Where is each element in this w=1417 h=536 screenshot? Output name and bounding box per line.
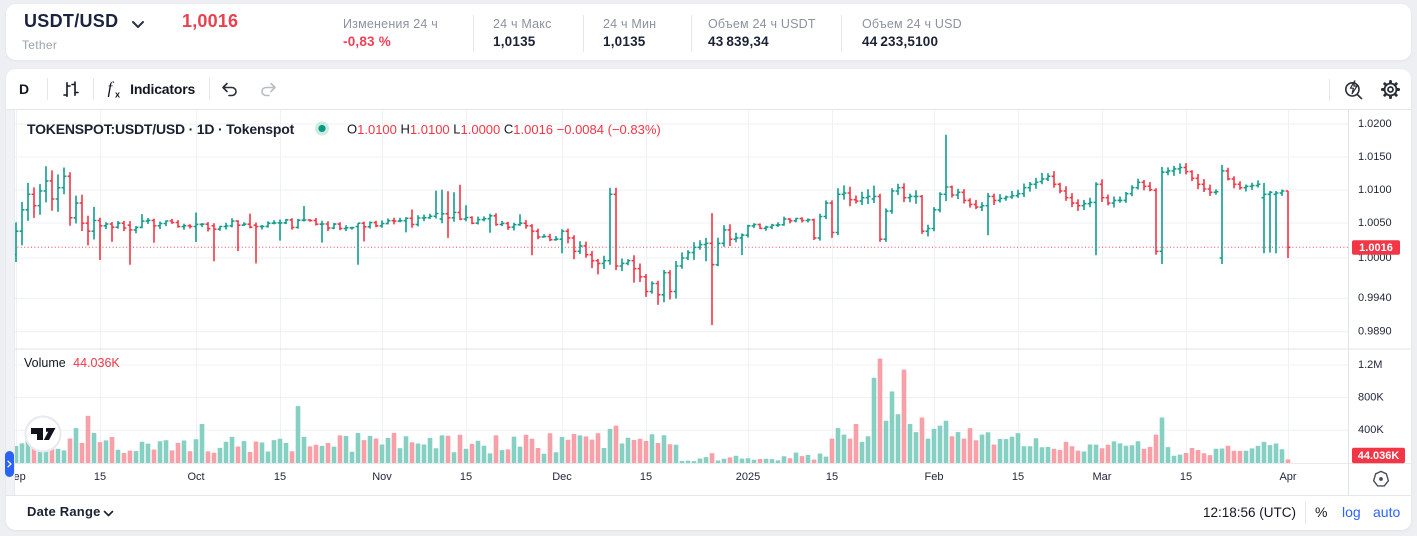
- svg-text:1.0000: 1.0000: [1358, 252, 1392, 264]
- svg-text:Dec: Dec: [552, 471, 572, 483]
- svg-text:400K: 400K: [1358, 424, 1384, 436]
- svg-text:0.9940: 0.9940: [1358, 292, 1392, 304]
- svg-text:Nov: Nov: [372, 471, 392, 483]
- svg-text:44.036K: 44.036K: [1358, 450, 1400, 462]
- svg-text:15: 15: [1180, 471, 1192, 483]
- svg-text:15: 15: [460, 471, 472, 483]
- svg-text:1.0050: 1.0050: [1358, 217, 1392, 229]
- svg-text:2025: 2025: [736, 471, 760, 483]
- svg-text:Oct: Oct: [187, 471, 204, 483]
- svg-text:Feb: Feb: [925, 471, 944, 483]
- svg-text:15: 15: [94, 471, 106, 483]
- svg-text:15: 15: [640, 471, 652, 483]
- svg-text:1.2M: 1.2M: [1358, 359, 1382, 371]
- svg-text:x: x: [115, 89, 120, 99]
- svg-text:Mar: Mar: [1093, 471, 1112, 483]
- svg-text:800K: 800K: [1358, 392, 1384, 404]
- svg-text:15: 15: [274, 471, 286, 483]
- svg-text:Apr: Apr: [1279, 471, 1296, 483]
- svg-text:15: 15: [1012, 471, 1024, 483]
- svg-text:1.0200: 1.0200: [1358, 118, 1392, 130]
- svg-text:f: f: [108, 79, 115, 98]
- svg-text:15: 15: [826, 471, 838, 483]
- svg-text:TOKENSPOT:USDT/USD · 1D · Toke: TOKENSPOT:USDT/USD · 1D · Tokenspot: [27, 121, 295, 137]
- svg-text:0.9890: 0.9890: [1358, 326, 1392, 338]
- svg-text:1.0150: 1.0150: [1358, 151, 1392, 163]
- svg-text:O1.0100 H1.0100 L1.0000 C1.001: O1.0100 H1.0100 L1.0000 C1.0016 −0.0084 …: [347, 122, 661, 137]
- svg-text:1.0100: 1.0100: [1358, 184, 1392, 196]
- svg-text:1.0016: 1.0016: [1359, 242, 1393, 254]
- svg-text:Volume 44.036K: Volume 44.036K: [24, 356, 120, 370]
